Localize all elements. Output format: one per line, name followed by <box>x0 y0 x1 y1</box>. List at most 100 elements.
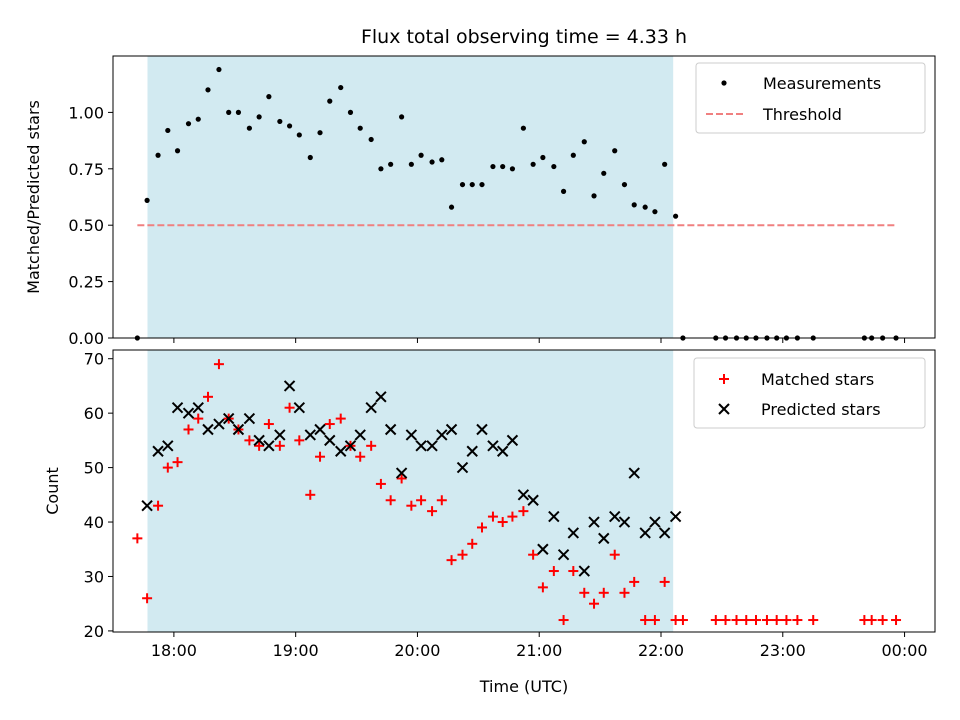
matched-star-point <box>193 413 204 424</box>
matched-star-point <box>629 576 640 587</box>
matched-star-point <box>284 402 295 413</box>
measurement-point <box>612 148 618 154</box>
y-tick-label: 20 <box>84 622 104 641</box>
predicted-star-point <box>213 418 225 430</box>
predicted-star-point <box>304 429 316 441</box>
predicted-star-point <box>557 548 570 561</box>
matched-star-point <box>640 615 651 626</box>
predicted-star-point <box>395 467 408 479</box>
predicted-star-point <box>283 380 296 392</box>
matched-star-point <box>162 462 173 473</box>
matched-star-point <box>568 566 579 577</box>
measurement-point <box>256 114 262 120</box>
predicted-star-point <box>162 440 174 452</box>
predicted-star-point <box>232 423 245 436</box>
legend-predicted-marker <box>718 403 730 415</box>
measurement-point <box>479 181 485 188</box>
predicted-star-point <box>537 543 549 555</box>
matched-star-point <box>609 549 620 560</box>
measurement-point <box>490 163 496 170</box>
bottom-x-axis-label: Time (UTC) <box>479 677 568 696</box>
legend-matched-marker <box>719 374 729 384</box>
matched-star-point <box>467 538 478 549</box>
matched-star-point <box>781 615 792 626</box>
measurement-point <box>296 132 302 138</box>
measurement-point <box>642 204 648 210</box>
measurement-point <box>570 152 576 158</box>
measurement-point <box>205 87 211 93</box>
matched-star-point <box>877 615 888 626</box>
matched-star-point <box>202 391 213 402</box>
bottom-x-axis: 18:00 19:00 20:00 21:00 22:00 23:00 00:00 <box>151 632 928 660</box>
matched-star-point <box>305 489 316 500</box>
top-plot-frame <box>112 55 936 339</box>
matched-star-point <box>263 419 274 430</box>
measurement-point <box>185 121 192 127</box>
predicted-star-point <box>456 461 469 474</box>
measurement-point <box>631 202 637 208</box>
matched-star-point <box>589 598 600 609</box>
measurement-point <box>520 125 526 131</box>
bottom-plot-frame <box>112 349 936 633</box>
matched-star-point <box>579 587 590 598</box>
measurement-point <box>327 98 333 104</box>
x-tick-label: 18:00 <box>151 641 197 660</box>
measurement-point <box>399 114 405 120</box>
predicted-star-point <box>384 423 397 436</box>
matched-star-point <box>142 593 153 604</box>
observing-window-shade <box>147 56 674 338</box>
measurement-point <box>165 127 171 134</box>
predicted-star-point <box>263 440 275 452</box>
matched-star-point <box>375 478 386 489</box>
measurement-point <box>418 152 424 158</box>
measurement-point <box>540 154 546 161</box>
measurement-point <box>601 170 607 176</box>
measurement-point <box>144 197 150 203</box>
measurement-point <box>266 94 272 100</box>
measurement-point <box>560 188 567 194</box>
predicted-star-point <box>405 429 418 441</box>
matched-star-point <box>213 359 224 370</box>
bottom-shaded-region-layer <box>147 350 674 632</box>
measurement-point <box>439 157 445 163</box>
measurement-point <box>673 213 679 219</box>
top-legend: Measurements Threshold <box>695 62 926 134</box>
predicted-star-point <box>202 423 214 436</box>
predicted-star-point <box>517 489 530 501</box>
measurement-point <box>174 148 181 154</box>
matched-star-point <box>537 582 548 593</box>
matched-star-point <box>132 533 143 544</box>
matched-star-point <box>649 615 660 626</box>
measurement-point <box>469 181 475 188</box>
predicted-star-point <box>527 494 539 506</box>
predicted-star-point <box>649 516 661 528</box>
y-tick-label: 60 <box>84 404 104 423</box>
y-tick-label: 70 <box>84 350 104 369</box>
measurement-point <box>662 161 668 167</box>
matched-star-point <box>294 435 305 446</box>
matched-star-point <box>659 576 670 587</box>
chart-title: Flux total observing time = 4.33 h <box>361 26 687 48</box>
matched-star-point <box>476 522 487 533</box>
legend-measurements-label: Measurements <box>763 74 881 93</box>
predicted-star-point <box>466 445 478 457</box>
measurement-point <box>155 152 161 158</box>
measurement-point <box>317 130 323 136</box>
matched-star-point <box>183 424 194 435</box>
predicted-star-point <box>365 401 377 414</box>
legend-measurements-marker <box>721 80 727 86</box>
measurement-point <box>277 118 283 125</box>
predicted-star-point <box>182 407 195 419</box>
measurement-point <box>347 109 354 115</box>
matched-star-point <box>153 500 164 511</box>
measurement-point <box>357 125 363 131</box>
top-y-axis: 0.00 0.25 0.50 0.75 1.00 <box>68 103 113 348</box>
bottom-legend-box <box>693 357 926 429</box>
matched-star-point <box>335 413 346 424</box>
measurement-point <box>378 166 384 172</box>
measurement-point <box>581 139 587 145</box>
x-tick-label: 21:00 <box>516 641 562 660</box>
predicted-star-point <box>324 434 336 447</box>
matched-star-point <box>528 549 539 560</box>
matched-star-point <box>518 506 529 517</box>
